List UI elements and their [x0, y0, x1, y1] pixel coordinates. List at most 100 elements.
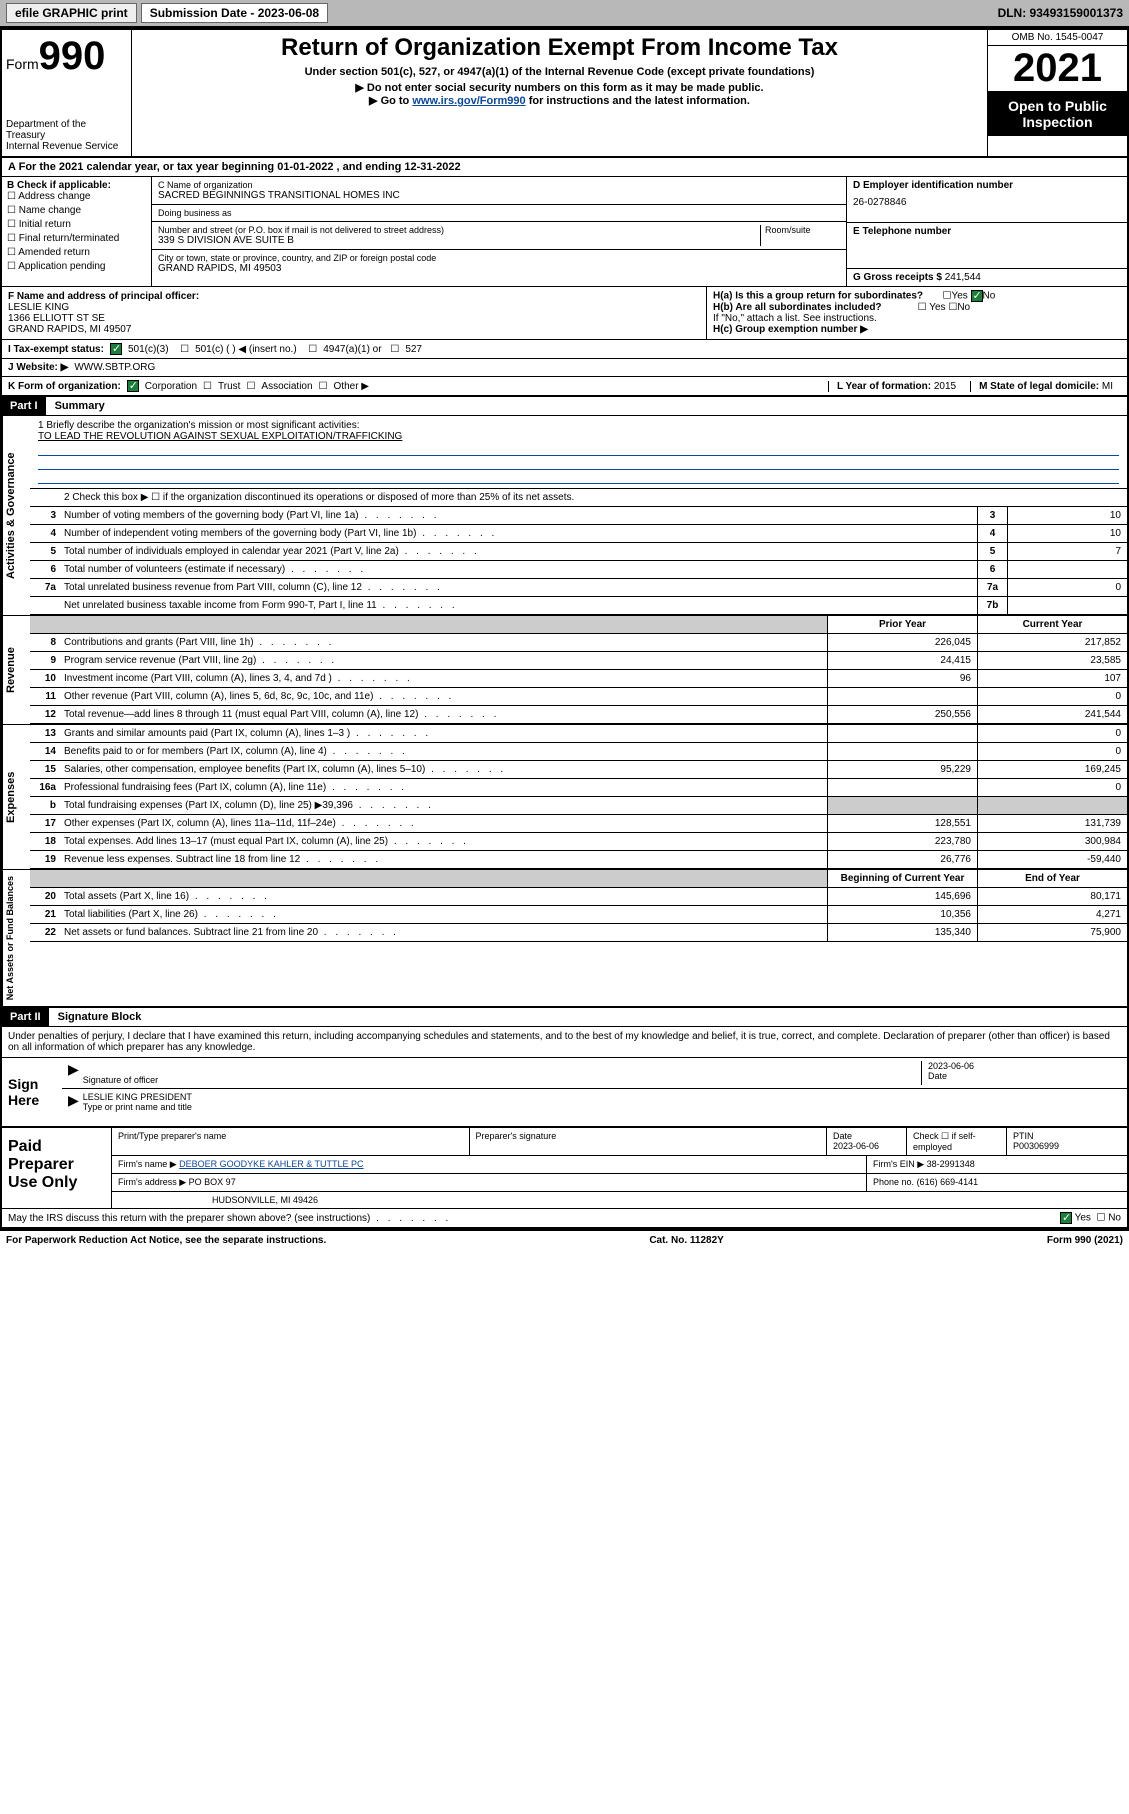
hc-row: H(c) Group exemption number ▶ — [713, 324, 1121, 335]
firm-name-lbl: Firm's name ▶ — [118, 1159, 177, 1169]
hb-row: H(b) Are all subordinates included? ☐ Ye… — [713, 302, 1121, 313]
j-lbl: J Website: ▶ — [8, 362, 68, 373]
irs-link[interactable]: www.irs.gov/Form990 — [412, 95, 525, 107]
arrow-icon: ▶ — [68, 1061, 79, 1085]
cols-hdr-net: Beginning of Current Year End of Year — [30, 870, 1127, 888]
other-lbl: Other ▶ — [334, 381, 369, 392]
m-lbl: M State of legal domicile: — [979, 381, 1099, 392]
submission-date: Submission Date - 2023-06-08 — [141, 3, 328, 23]
paid-r2: Firm's name ▶ DEBOER GOODYKE KAHLER & TU… — [112, 1156, 1127, 1174]
hc-lbl: H(c) Group exemption number ▶ — [713, 324, 868, 335]
line2-txt: 2 Check this box ▶ ☐ if the organization… — [60, 489, 1127, 506]
ein-val: 26-0278846 — [853, 197, 1121, 208]
ptin-val: P00306999 — [1013, 1141, 1059, 1151]
firm-city: HUDSONVILLE, MI 49426 — [112, 1192, 1127, 1208]
hb-note: If "No," attach a list. See instructions… — [713, 313, 1121, 324]
section-i: I Tax-exempt status: 501(c)(3) ☐ 501(c) … — [2, 340, 1127, 359]
ha-no-check[interactable] — [971, 290, 983, 302]
data-line: 17Other expenses (Part IX, column (A), l… — [30, 815, 1127, 833]
shade-n — [30, 616, 60, 633]
discuss-yes-chk[interactable] — [1060, 1212, 1072, 1224]
prep-sig-lbl: Preparer's signature — [470, 1128, 828, 1155]
section-j: J Website: ▶ WWW.SBTP.ORG — [2, 359, 1127, 377]
firm-ein-cell: Firm's EIN ▶ 38-2991348 — [867, 1156, 1127, 1173]
paid-r1: Print/Type preparer's name Preparer's si… — [112, 1128, 1127, 1156]
section-l: L Year of formation: 2015 — [828, 381, 964, 392]
sig-date: 2023-06-06 — [928, 1061, 1121, 1071]
chk-pending[interactable]: ☐ Application pending — [7, 261, 146, 272]
firm-ein-val: 38-2991348 — [927, 1159, 975, 1169]
discuss-yn: Yes ☐ No — [1060, 1212, 1121, 1224]
sig-date-cell: 2023-06-06 Date — [921, 1061, 1121, 1085]
form-container: Form990 Department of the Treasury Inter… — [0, 28, 1129, 1231]
chk-address-lbl: Address change — [18, 191, 90, 202]
501c3-lbl: 501(c)(3) — [128, 344, 169, 355]
current-year-hdr: Current Year — [977, 616, 1127, 633]
ein-lbl: D Employer identification number — [853, 180, 1121, 191]
shade-t2 — [60, 870, 827, 887]
end-year-hdr: End of Year — [977, 870, 1127, 887]
sig-blank — [83, 1061, 921, 1075]
data-line: 19Revenue less expenses. Subtract line 1… — [30, 851, 1127, 869]
mission-block: 1 Briefly describe the organization's mi… — [30, 416, 1127, 489]
chk-amended[interactable]: ☐ Amended return — [7, 247, 146, 258]
firm-addr-lbl: Firm's address ▶ — [118, 1177, 186, 1187]
chk-initial-lbl: Initial return — [19, 219, 71, 230]
f-lbl: F Name and address of principal officer: — [8, 291, 700, 302]
4947-lbl: 4947(a)(1) or — [323, 344, 381, 355]
chk-initial[interactable]: ☐ Initial return — [7, 219, 146, 230]
sig-officer-row: ▶ Signature of officer 2023-06-06 Date — [62, 1058, 1127, 1089]
mission-line2 — [38, 442, 1119, 456]
prep-selfemp: Check ☐ if self-employed — [907, 1128, 1007, 1155]
discuss-yes: Yes — [1075, 1213, 1091, 1224]
note-ssn: ▶ Do not enter social security numbers o… — [140, 81, 979, 94]
paid-preparer: Paid Preparer Use Only Print/Type prepar… — [2, 1128, 1127, 1209]
city-cell: City or town, state or province, country… — [152, 250, 846, 277]
sign-here: Sign Here — [2, 1058, 62, 1126]
summary-body: Activities & Governance 1 Briefly descri… — [2, 416, 1127, 615]
prep-ptin-cell: PTINP00306999 — [1007, 1128, 1127, 1155]
org-name-lbl: C Name of organization — [158, 180, 840, 190]
chk-pending-lbl: Application pending — [18, 261, 105, 272]
chk-final[interactable]: ☐ Final return/terminated — [7, 233, 146, 244]
omb-number: OMB No. 1545-0047 — [988, 30, 1127, 46]
open-public: Open to Public Inspection — [988, 92, 1127, 136]
chk-501c3[interactable] — [110, 343, 122, 355]
chk-address[interactable]: ☐ Address change — [7, 191, 146, 202]
ha-no: No — [983, 291, 996, 302]
ha-yes: Yes — [951, 291, 967, 302]
firm-name-link[interactable]: DEBOER GOODYKE KAHLER & TUTTLE PC — [179, 1159, 363, 1169]
527-lbl: 527 — [405, 344, 422, 355]
city-val: GRAND RAPIDS, MI 49503 — [158, 263, 840, 274]
corp-lbl: Corporation — [145, 381, 197, 392]
efile-button[interactable]: efile GRAPHIC print — [6, 3, 137, 23]
f-name: LESLIE KING — [8, 302, 700, 313]
discuss-txt: May the IRS discuss this return with the… — [8, 1213, 451, 1224]
chk-final-lbl: Final return/terminated — [19, 233, 120, 244]
chk-corp[interactable] — [127, 380, 139, 392]
part-i-header: Part I Summary — [2, 397, 1127, 416]
data-line: 12Total revenue—add lines 8 through 11 (… — [30, 706, 1127, 724]
chk-amended-lbl: Amended return — [18, 247, 90, 258]
data-line: 20Total assets (Part X, line 16)145,6968… — [30, 888, 1127, 906]
mission-val: TO LEAD THE REVOLUTION AGAINST SEXUAL EX… — [38, 431, 1119, 442]
i-lbl: I Tax-exempt status: — [8, 344, 104, 355]
gov-line: 4Number of independent voting members of… — [30, 525, 1127, 543]
gov-line: 3Number of voting members of the governi… — [30, 507, 1127, 525]
discuss-row: May the IRS discuss this return with the… — [2, 1209, 1127, 1229]
cols-hdr-rev: Prior Year Current Year — [30, 616, 1127, 634]
sig-date-lbl: Date — [928, 1071, 1121, 1081]
gov-line: 5Total number of individuals employed in… — [30, 543, 1127, 561]
chk-name[interactable]: ☐ Name change — [7, 205, 146, 216]
gov-line: 6Total number of volunteers (estimate if… — [30, 561, 1127, 579]
website-val: WWW.SBTP.ORG — [74, 362, 155, 373]
mission-lbl: 1 Briefly describe the organization's mi… — [38, 420, 1119, 431]
data-line: 21Total liabilities (Part X, line 26)10,… — [30, 906, 1127, 924]
taxyear-text: For the 2021 calendar year, or tax year … — [19, 161, 461, 173]
shade-n2 — [30, 870, 60, 887]
f-addr1: 1366 ELLIOTT ST SE — [8, 313, 700, 324]
part-ii-header: Part II Signature Block — [2, 1008, 1127, 1027]
prior-year-hdr: Prior Year — [827, 616, 977, 633]
addr-cell: Number and street (or P.O. box if mail i… — [152, 222, 846, 250]
page-footer: For Paperwork Reduction Act Notice, see … — [0, 1231, 1129, 1250]
